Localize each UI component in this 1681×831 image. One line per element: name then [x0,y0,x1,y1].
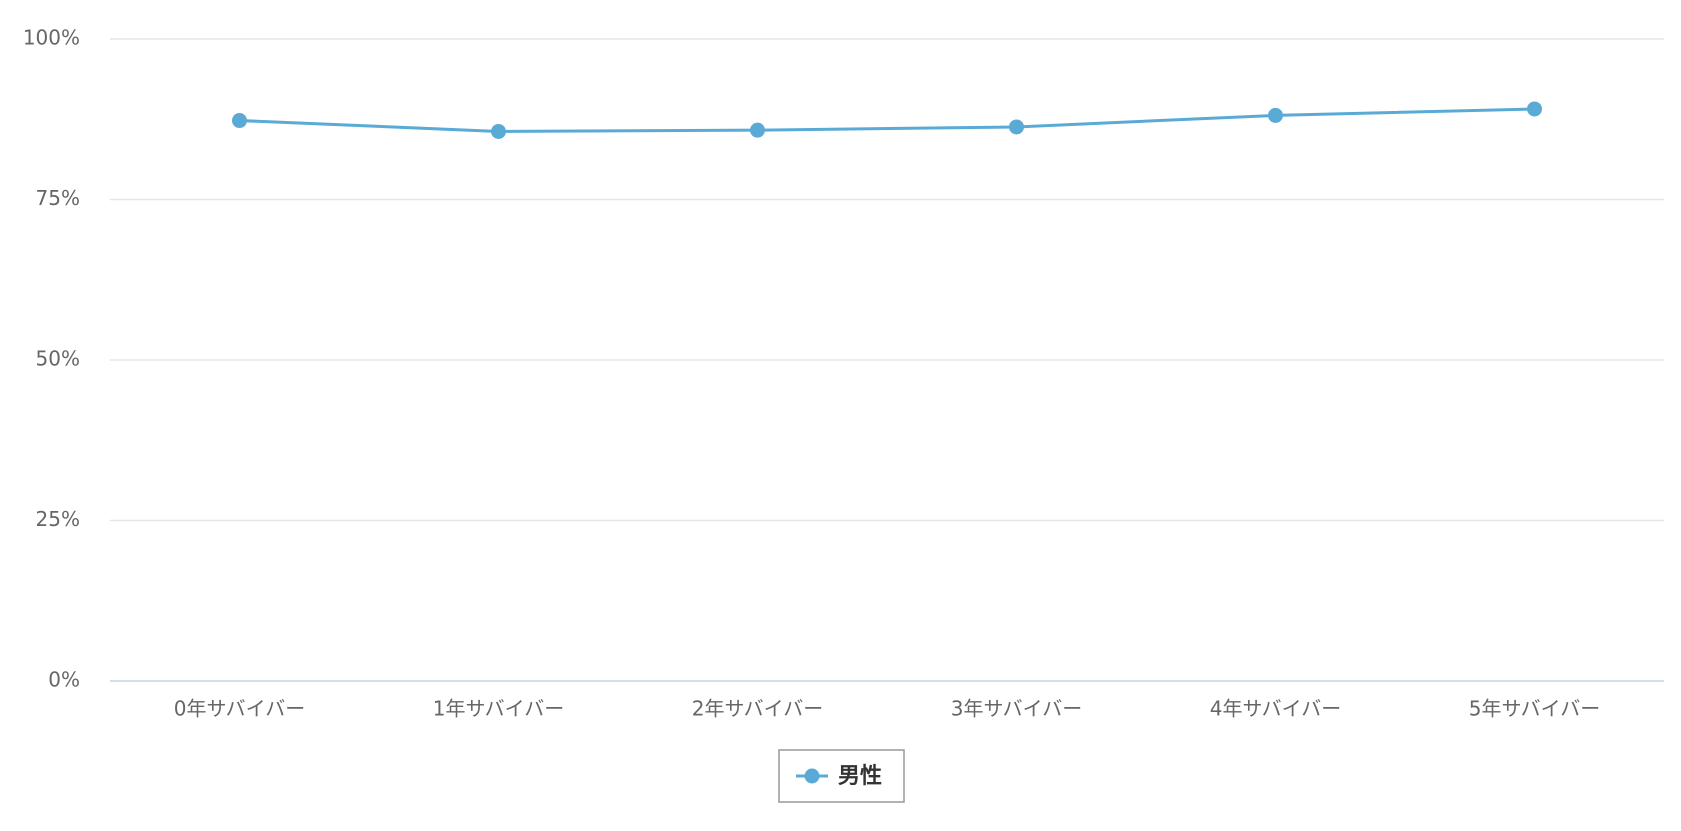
x-tick-label: 0年サバイバー [174,697,306,721]
x-tick-label: 3年サバイバー [951,697,1083,721]
data-point [1009,119,1024,135]
data-point [750,122,765,138]
y-tick-label: 100% [23,26,80,50]
y-tick-label: 25% [36,507,80,531]
y-tick-label: 0% [48,668,80,692]
legend-label: 男性 [838,764,882,789]
series-line [239,107,1535,133]
x-tick-label: 2年サバイバー [692,697,824,721]
y-tick-label: 75% [36,186,80,210]
data-point [491,123,506,139]
data-point [1268,107,1283,123]
x-tick-label: 5年サバイバー [1469,697,1601,721]
y-tick-label: 50% [36,347,80,371]
data-point [1527,101,1542,117]
legend-marker [804,768,820,784]
x-tick-label: 4年サバイバー [1210,697,1342,721]
x-tick-label: 1年サバイバー [433,697,565,721]
data-point [232,113,247,129]
